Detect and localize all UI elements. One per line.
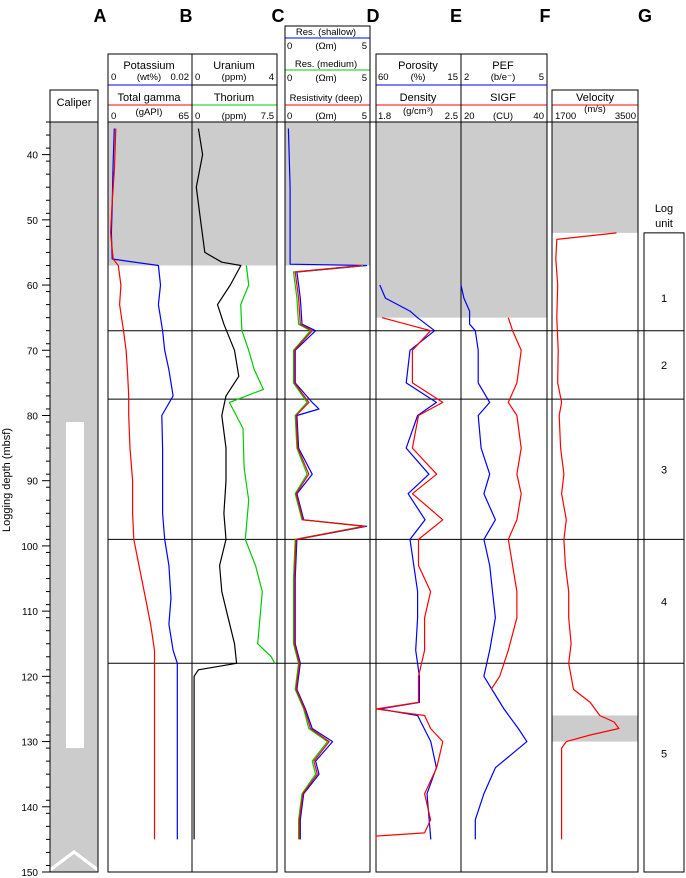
panel-letter-b: B xyxy=(180,6,193,26)
series-total-gamma xyxy=(109,128,156,840)
series-potassium xyxy=(110,128,178,840)
panel-letter-e: E xyxy=(450,6,462,26)
sigf-title: SIGF xyxy=(490,92,516,104)
y-axis-label: Logging depth (mbsf) xyxy=(1,428,13,532)
potassium-title: Potassium xyxy=(123,60,174,72)
track-g-frame xyxy=(551,89,639,873)
pef-unit: (b/e⁻) xyxy=(491,72,516,83)
log-unit-label-2: 2 xyxy=(661,360,667,372)
gamma-max: 65 xyxy=(178,111,189,122)
y-tick-label-4: 80 xyxy=(27,411,39,422)
pef-min: 2 xyxy=(464,72,469,83)
thorium-unit: (ppm) xyxy=(222,111,247,122)
pef-max: 5 xyxy=(539,72,544,83)
log-unit-label-1: 1 xyxy=(661,293,667,305)
y-tick-label-7: 110 xyxy=(22,607,38,618)
velocity-track-shade-0 xyxy=(552,122,638,233)
res-medium-max: 5 xyxy=(362,73,367,84)
thorium-title: Thorium xyxy=(214,92,254,104)
density-max: 2.5 xyxy=(445,111,458,122)
y-tick-label-10: 140 xyxy=(21,803,38,814)
y-tick-label-0: 40 xyxy=(27,151,39,162)
caliper-title: Caliper xyxy=(57,97,92,109)
y-tick-label-3: 70 xyxy=(27,346,39,357)
sigf-min: 20 xyxy=(464,111,475,122)
uranium-max: 4 xyxy=(269,72,274,83)
res-deep-title: Resistivity (deep) xyxy=(290,93,363,104)
potassium-min: 0 xyxy=(111,72,116,83)
series-pef xyxy=(460,284,528,840)
res-shallow-title: Res. (shallow) xyxy=(296,27,356,38)
caliper-track-frame xyxy=(49,121,99,873)
series-density xyxy=(375,317,444,840)
potassium-max: 0.02 xyxy=(171,72,190,83)
log-unit-title-1: Log xyxy=(655,203,673,215)
pef-title: PEF xyxy=(492,60,514,72)
res-medium-min: 0 xyxy=(287,73,292,84)
series-velocity xyxy=(555,232,620,840)
uranium-title: Uranium xyxy=(213,60,255,72)
y-tick-label-2: 60 xyxy=(27,281,39,292)
caliper-chevron xyxy=(50,850,98,872)
y-tick-label-11: 150 xyxy=(21,868,38,878)
panel-letter-g: G xyxy=(638,6,652,26)
log-unit-label-5: 5 xyxy=(661,749,667,761)
porosity-unit: (%) xyxy=(411,72,426,83)
res-shallow-min: 0 xyxy=(287,41,292,52)
caliper-borehole xyxy=(66,422,84,749)
porosity-max: 15 xyxy=(447,72,458,83)
gamma-title: Total gamma xyxy=(118,92,182,104)
y-tick-label-5: 90 xyxy=(27,477,39,488)
gamma-min: 0 xyxy=(111,111,116,122)
velocity-track-shade-1 xyxy=(552,715,638,742)
log-unit-label-4: 4 xyxy=(661,596,667,608)
resistivity-track-shade xyxy=(285,122,370,266)
series-porosity xyxy=(379,284,437,840)
velocity-title: Velocity xyxy=(576,92,614,104)
potassium-unit: (wt%) xyxy=(137,72,161,83)
log-unit-frame xyxy=(643,232,685,873)
velocity-min: 1700 xyxy=(555,111,576,122)
res-medium-unit: (Ωm) xyxy=(315,73,336,84)
series-thorium xyxy=(228,265,276,664)
y-tick-label-9: 130 xyxy=(21,738,38,749)
series-uranium xyxy=(193,128,242,840)
res-shallow-unit: (Ωm) xyxy=(315,41,336,52)
track-d-frame xyxy=(284,25,371,873)
res-medium-title: Res. (medium) xyxy=(295,59,357,70)
y-tick-label-8: 120 xyxy=(21,672,38,683)
density-unit: (g/cm³) xyxy=(403,106,433,117)
series-res-medium xyxy=(292,264,364,840)
sigf-unit: (CU) xyxy=(493,111,513,122)
velocity-unit: (m/s) xyxy=(584,104,606,115)
y-tick-label-1: 50 xyxy=(27,216,39,227)
porosity-min: 60 xyxy=(378,72,389,83)
panel-letter-a: A xyxy=(94,6,107,26)
res-shallow-max: 5 xyxy=(362,41,367,52)
panel-letter-c: C xyxy=(272,6,285,26)
y-tick-label-6: 100 xyxy=(21,542,38,553)
res-deep-max: 5 xyxy=(362,111,367,122)
uranium-min: 0 xyxy=(195,72,200,83)
sigf-max: 40 xyxy=(533,111,544,122)
panel-letter-f: F xyxy=(540,6,551,26)
velocity-max: 3500 xyxy=(615,111,636,122)
res-deep-min: 0 xyxy=(287,111,292,122)
uranium-unit: (ppm) xyxy=(222,72,247,83)
density-title: Density xyxy=(400,92,437,104)
panel-letter-d: D xyxy=(367,6,380,26)
series-res-shallow xyxy=(287,128,368,840)
thorium-min: 0 xyxy=(195,111,200,122)
density-min: 1.8 xyxy=(378,111,391,122)
porosity-title: Porosity xyxy=(398,60,438,72)
series-resistivity-deep xyxy=(293,264,366,840)
res-deep-unit: (Ωm) xyxy=(315,111,336,122)
log-unit-title-2: unit xyxy=(655,218,673,230)
gamma-unit: (gAPI) xyxy=(136,107,163,118)
series-sigf xyxy=(490,317,522,690)
thorium-max: 7.5 xyxy=(261,111,274,122)
log-unit-label-3: 3 xyxy=(661,464,667,476)
